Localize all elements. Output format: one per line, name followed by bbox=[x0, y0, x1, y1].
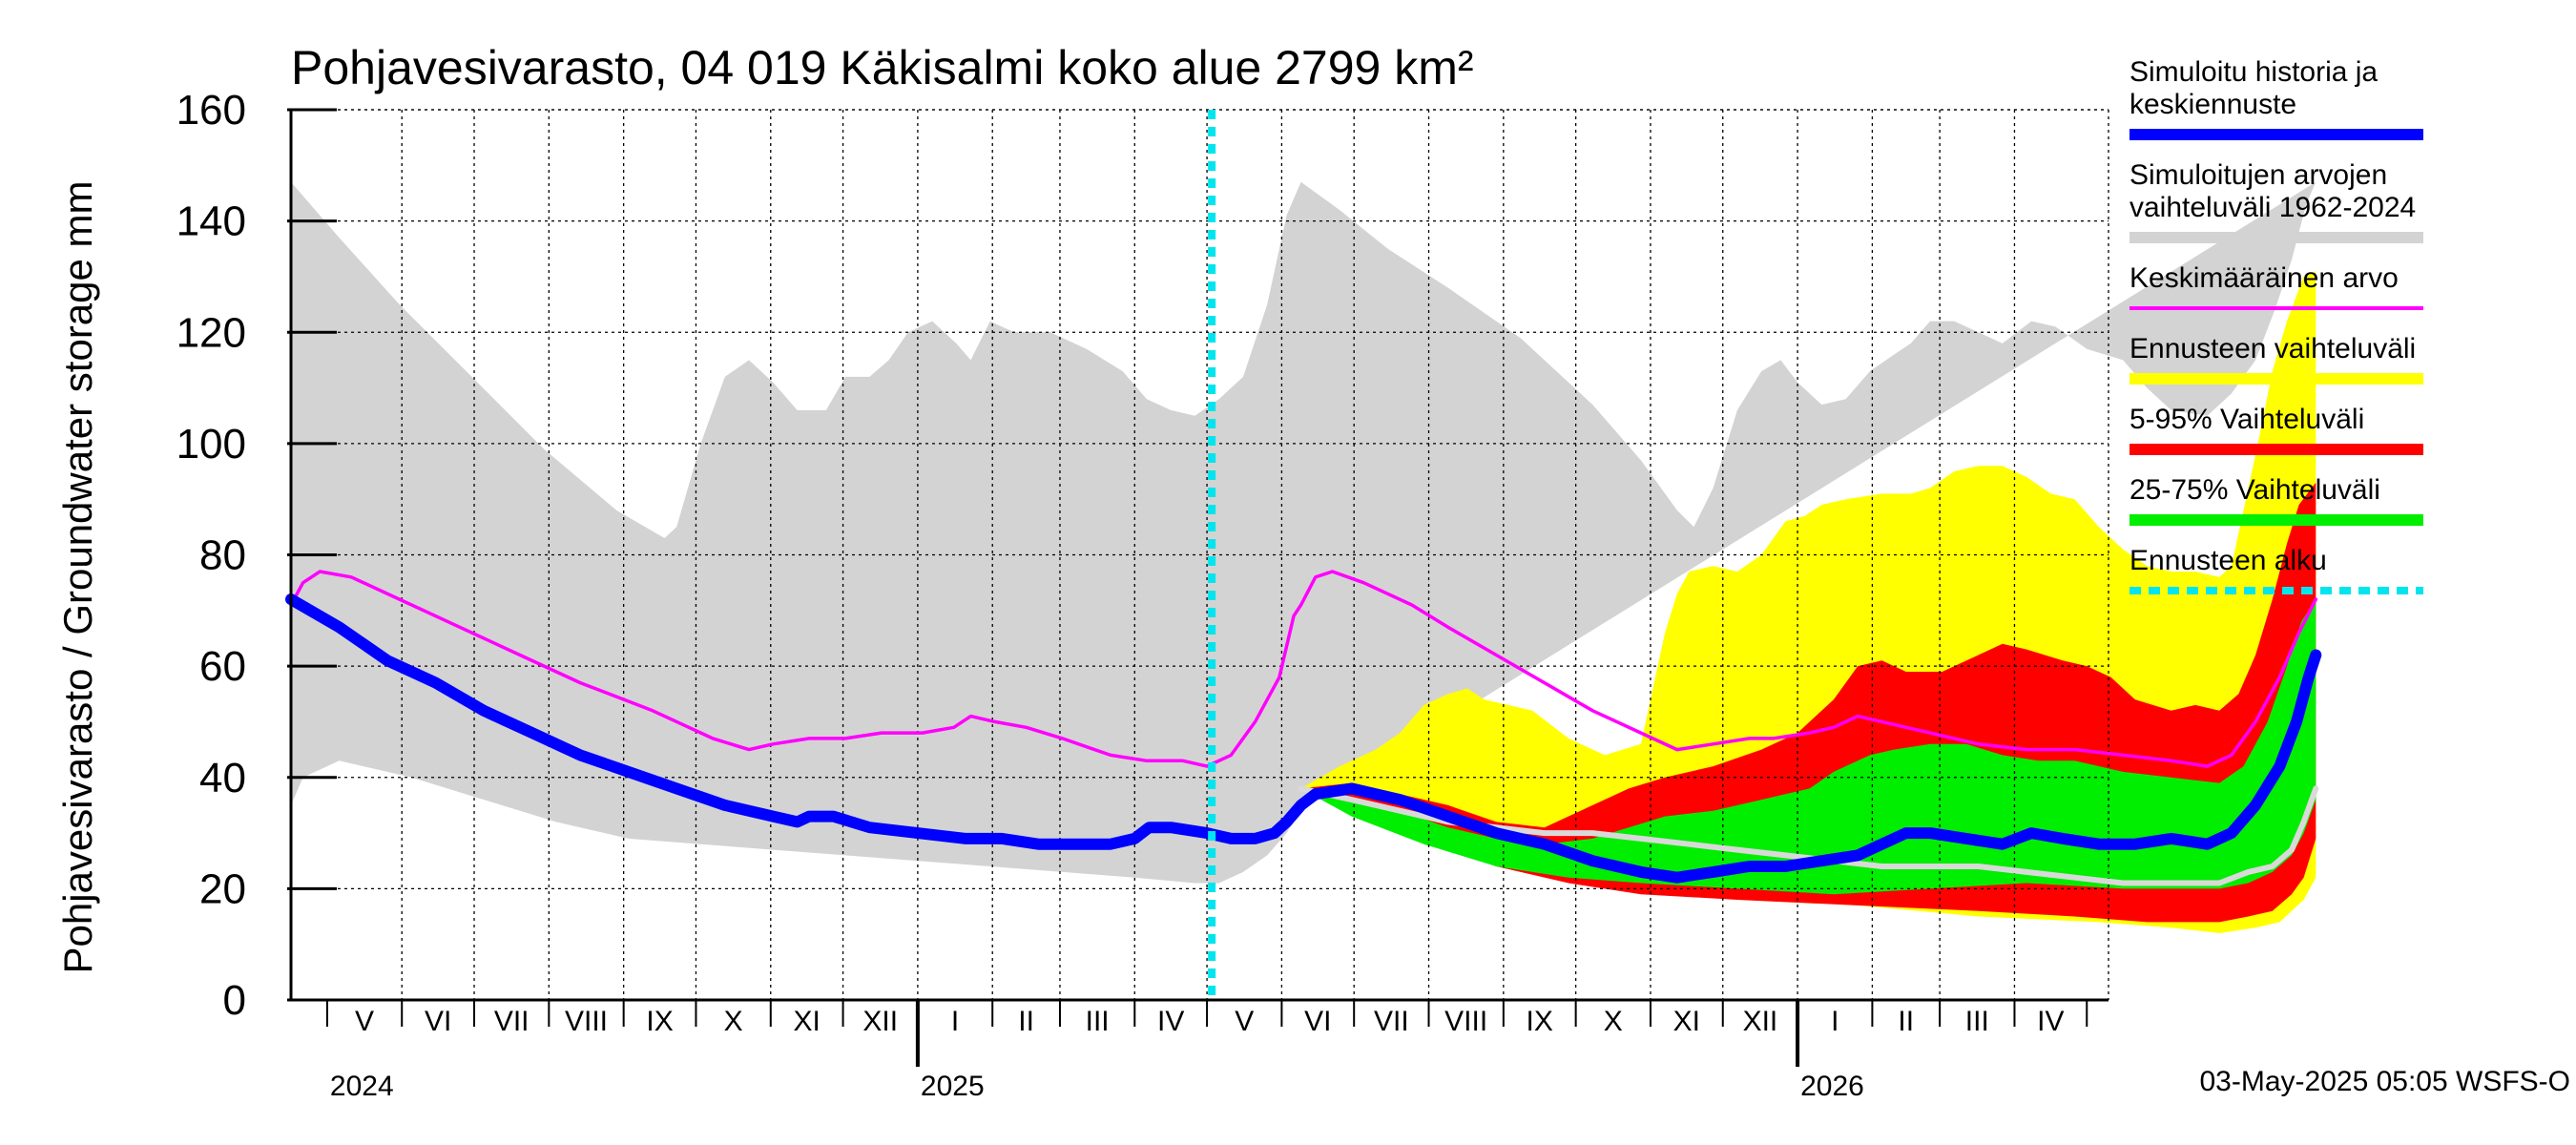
y-tick-label-120: 120 bbox=[177, 309, 246, 356]
y-tick-label-140: 140 bbox=[177, 198, 246, 245]
month-label-12: V bbox=[1235, 1006, 1254, 1037]
legend-text-4: 5-95% Vaihteluväli bbox=[2129, 404, 2364, 435]
legend-text-5: 25-75% Vaihteluväli bbox=[2129, 474, 2380, 506]
legend-text-6: Ennusteen alku bbox=[2129, 545, 2327, 576]
y-tick-label-20: 20 bbox=[199, 865, 246, 912]
y-tick-label-60: 60 bbox=[199, 643, 246, 690]
month-label-7: XII bbox=[862, 1006, 898, 1037]
month-label-9: II bbox=[1018, 1006, 1034, 1037]
month-label-14: VII bbox=[1374, 1006, 1409, 1037]
chart-title: Pohjavesivarasto, 04 019 Käkisalmi koko … bbox=[291, 41, 1474, 94]
legend-text2-0: keskiennuste bbox=[2129, 89, 2296, 120]
month-label-16: IX bbox=[1527, 1006, 1553, 1037]
year-label-2026: 2026 bbox=[1800, 1071, 1864, 1102]
y-tick-label-0: 0 bbox=[223, 977, 246, 1024]
y-tick-label-80: 80 bbox=[199, 532, 246, 579]
band-3 bbox=[1300, 599, 2316, 895]
legend-text-1: Simuloitujen arvojen bbox=[2129, 159, 2387, 191]
y-tick-label-100: 100 bbox=[177, 421, 246, 468]
legend-text-3: Ennusteen vaihteluväli bbox=[2129, 333, 2416, 364]
month-label-17: X bbox=[1604, 1006, 1623, 1037]
month-label-10: III bbox=[1086, 1006, 1110, 1037]
month-label-4: IX bbox=[646, 1006, 673, 1037]
grid-lines bbox=[291, 109, 2109, 1000]
band-0 bbox=[291, 181, 2316, 884]
month-label-5: X bbox=[724, 1006, 743, 1037]
legend-text-2: Keskimääräinen arvo bbox=[2129, 262, 2399, 294]
month-label-20: I bbox=[1831, 1006, 1839, 1037]
month-label-0: V bbox=[355, 1006, 374, 1037]
month-label-23: IV bbox=[2037, 1006, 2064, 1037]
timestamp-footer: 03-May-2025 05:05 WSFS-O bbox=[2200, 1066, 2571, 1097]
year-label-2024: 2024 bbox=[330, 1071, 394, 1102]
month-label-18: XI bbox=[1673, 1006, 1700, 1037]
series-bands bbox=[291, 181, 2316, 934]
month-label-15: VIII bbox=[1444, 1006, 1487, 1037]
year-label-2025: 2025 bbox=[921, 1071, 985, 1102]
month-label-21: II bbox=[1898, 1006, 1914, 1037]
legend-text2-1: vaihteluväli 1962-2024 bbox=[2129, 192, 2416, 223]
month-label-1: VI bbox=[425, 1006, 451, 1037]
legend-text-0: Simuloitu historia ja bbox=[2129, 56, 2378, 88]
line-series-0 bbox=[289, 570, 2318, 768]
y-tick-label-160: 160 bbox=[177, 87, 246, 134]
series-lines bbox=[285, 110, 2322, 1000]
month-label-2: VII bbox=[494, 1006, 530, 1037]
y-axis-label: Pohjavesivarasto / Groundwater storage m… bbox=[55, 180, 100, 973]
month-label-8: I bbox=[951, 1006, 959, 1037]
month-label-13: VI bbox=[1304, 1006, 1331, 1037]
month-label-3: VIII bbox=[565, 1006, 608, 1037]
line-series-2 bbox=[285, 593, 2322, 884]
y-tick-label-40: 40 bbox=[199, 755, 246, 802]
month-label-6: XI bbox=[793, 1006, 820, 1037]
month-label-22: III bbox=[1965, 1006, 1989, 1037]
month-label-19: XII bbox=[1743, 1006, 1778, 1037]
month-label-11: IV bbox=[1157, 1006, 1184, 1037]
